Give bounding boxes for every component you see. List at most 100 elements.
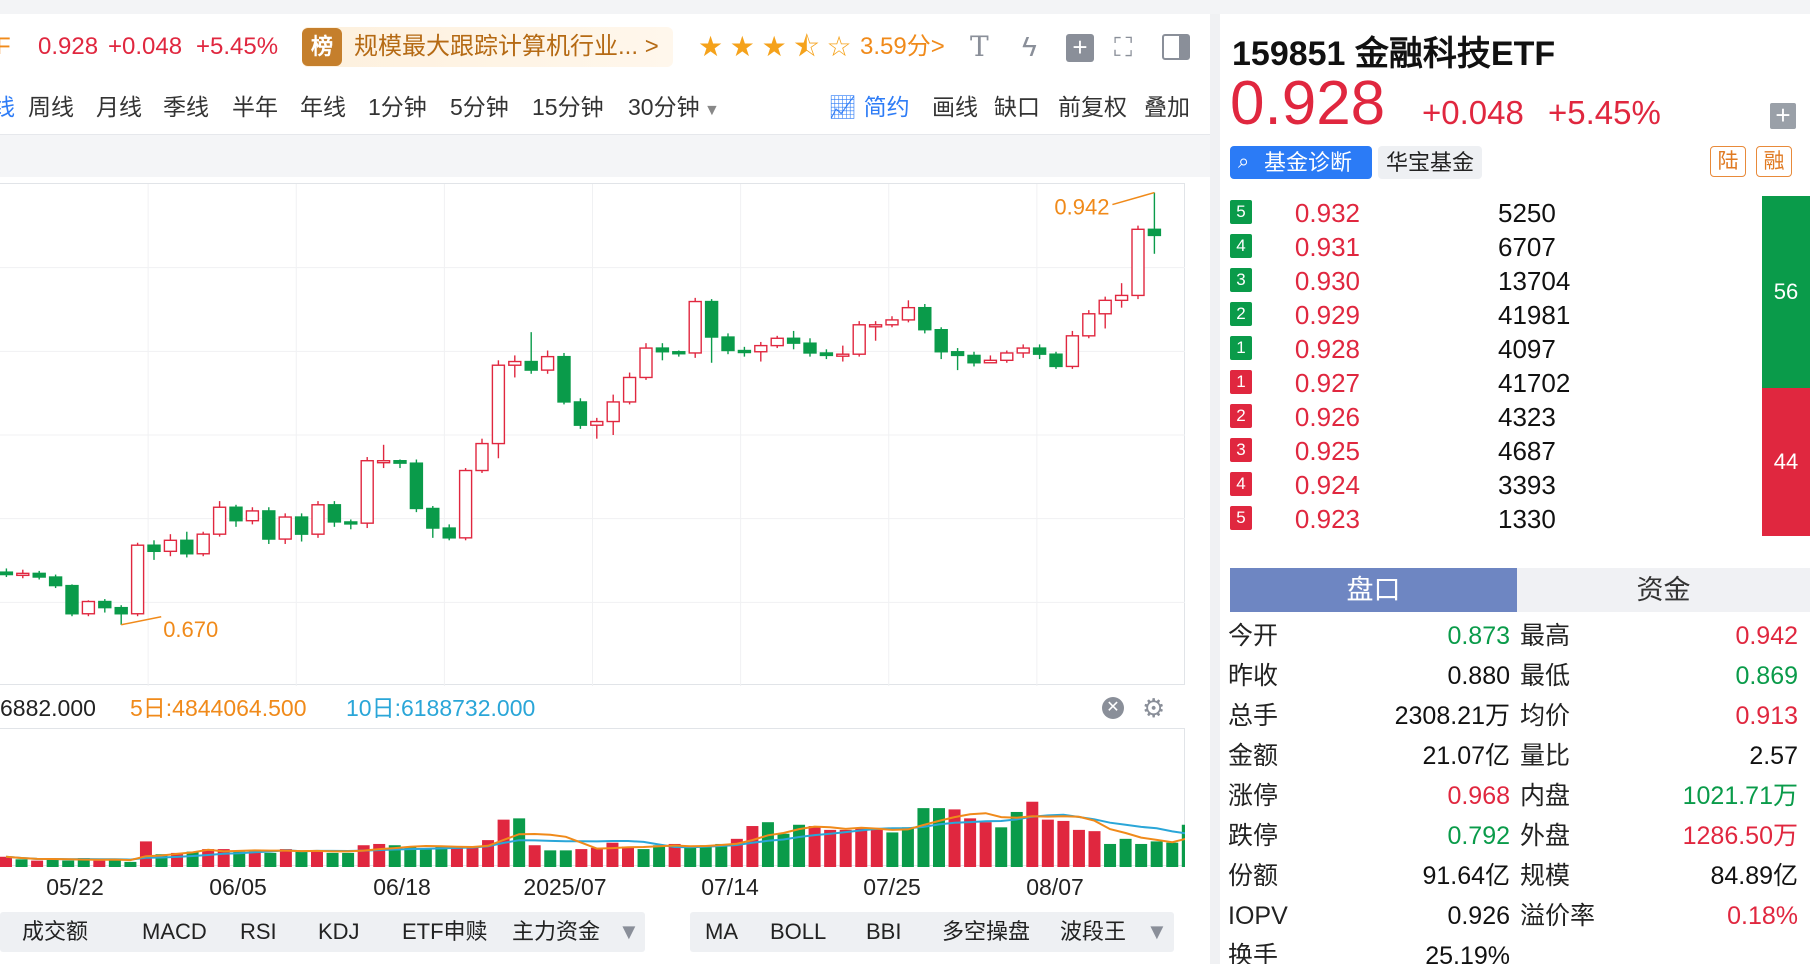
candle [606,401,620,423]
draw-line-button[interactable]: 画线 [932,94,978,120]
volume-bar [373,843,386,867]
caret-down-icon[interactable]: ▼ [618,919,640,944]
volume-bar [357,845,370,867]
volume-bar [870,828,883,867]
level-volume: 4097 [1498,334,1556,364]
bid-row[interactable]: 3 0.925 4687 [1230,434,1560,468]
ind-macd[interactable]: MACD [142,919,207,944]
sidebar-toggle-icon[interactable] [1162,34,1190,60]
candle [918,306,932,331]
ind-longshort[interactable]: 多空操盘 [942,919,1031,944]
high-label: 0.942 [1054,195,1109,220]
stat-value: 2308.21万 [1394,702,1510,730]
volume-bar [886,832,899,867]
tab-capital[interactable]: 资金 [1517,568,1810,612]
candle [278,516,292,540]
add-icon[interactable]: + [1066,34,1094,62]
candle [1032,347,1047,355]
x-tick-label: 2025/07 [523,874,607,900]
candle [721,336,735,352]
candle [229,506,243,522]
empty-star-icon: ☆ [826,31,852,62]
close-icon[interactable]: ✕ [1102,697,1124,719]
stat-row: 今开 0.873 最高 0.942 [1228,616,1810,656]
candle [426,507,440,529]
tab-month[interactable]: 月线 [96,94,142,120]
ask-row[interactable]: 1 0.928 4097 [1230,332,1560,366]
bid-row[interactable]: 5 0.923 1330 [1230,502,1560,536]
fund-company-tag[interactable]: 华宝基金 [1378,146,1483,179]
volume-chart[interactable] [0,728,1272,867]
volume-bar [202,849,215,867]
candlestick-chart[interactable]: 0.942 0.670 [0,183,1185,686]
level-price: 0.925 [1294,436,1360,466]
ind-rsi[interactable]: RSI [240,919,277,944]
tab-quarter[interactable]: 季线 [163,94,209,120]
overlay-button[interactable]: 叠加 [1144,94,1190,120]
tab-handicap[interactable]: 盘口 [1230,568,1517,612]
lightning-icon[interactable]: ϟ [1022,31,1037,62]
rating-score[interactable]: 3.59分> [860,33,945,60]
ind-etf[interactable]: ETF申赎 [402,919,488,944]
candle [114,606,128,615]
volume-bar [1181,824,1194,867]
simple-mode-button[interactable]: 📈︎ 简约 [828,82,910,132]
caret-down-icon[interactable]: ▼ [1146,919,1168,944]
ind-mainfund[interactable]: 主力资金 [512,919,601,944]
ind-turnover[interactable]: 成交额 [22,919,89,944]
ind-bbi[interactable]: BBI [866,919,902,944]
volume-bar [1072,829,1085,867]
bid-row[interactable]: 1 0.927 41702 [1230,366,1570,400]
tab-5min[interactable]: 5分钟 [450,94,509,120]
star-icon: ★ [729,31,755,62]
candle [163,539,178,553]
stat-label: 昨收 [1228,662,1279,690]
level-badge: 1 [1230,336,1252,360]
level-price: 0.930 [1294,266,1360,296]
x-tick-label: 06/18 [373,874,431,900]
stat-label: 量比 [1520,742,1571,770]
ind-kdj[interactable]: KDJ [318,919,360,944]
tab-1min[interactable]: 1分钟 [368,94,427,120]
text-tool-icon[interactable]: T [970,30,989,63]
volume-bar [279,849,292,867]
ind-wave[interactable]: 波段王 [1060,919,1127,944]
ind-boll[interactable]: BOLL [770,919,827,944]
tab-year[interactable]: 年线 [300,94,346,120]
candle [770,337,784,347]
ask-row[interactable]: 5 0.932 5250 [1230,196,1560,230]
ask-row[interactable]: 3 0.930 13704 [1230,264,1570,298]
bid-row[interactable]: 4 0.924 3393 [1230,468,1560,502]
tag-rong[interactable]: 融 [1756,146,1792,177]
volume-ma5: 5日:4844064.500 [130,695,307,721]
ask-row[interactable]: 2 0.929 41981 [1230,298,1570,332]
stat-value: 1286.50万 [1682,822,1798,850]
candle [672,351,686,355]
volume-bar [466,846,479,867]
rank-link[interactable]: 规模最大跟踪计算机行业... > 榜 [302,27,673,67]
gap-button[interactable]: 缺口 [994,94,1040,120]
stat-value: 0.873 [1447,622,1510,650]
bid-row[interactable]: 2 0.926 4323 [1230,400,1560,434]
fund-diagnosis-button[interactable]: 基金诊断 [1230,146,1372,179]
adjust-button[interactable]: 前复权 [1058,94,1127,120]
add-watchlist-icon[interactable]: + [1770,102,1796,129]
tab-15min[interactable]: 15分钟 [532,94,604,120]
volume-bar [917,808,930,867]
level-badge: 5 [1230,506,1252,530]
stat-row: 跌停 0.792 外盘 1286.50万 [1228,816,1810,856]
tag-lu[interactable]: 陆 [1710,146,1746,177]
tab-halfyear[interactable]: 半年 [232,94,278,120]
tab-day[interactable]: 线 [0,94,15,120]
tab-30min[interactable]: 30分钟 ▼ [628,82,720,136]
volume-bar [995,827,1008,867]
tab-week[interactable]: 周线 [28,94,74,120]
ask-row[interactable]: 4 0.931 6707 [1230,230,1560,264]
volume-bar [715,843,728,867]
ind-ma[interactable]: MA [705,919,738,944]
fullscreen-icon[interactable]: ⛶ [1114,32,1133,62]
candle [573,401,588,426]
gear-icon[interactable]: ⚙ [1142,693,1166,723]
rating-stars[interactable]: ★ ★ ★ ⯪ ☆ [698,22,852,74]
volume-bar [108,859,121,867]
